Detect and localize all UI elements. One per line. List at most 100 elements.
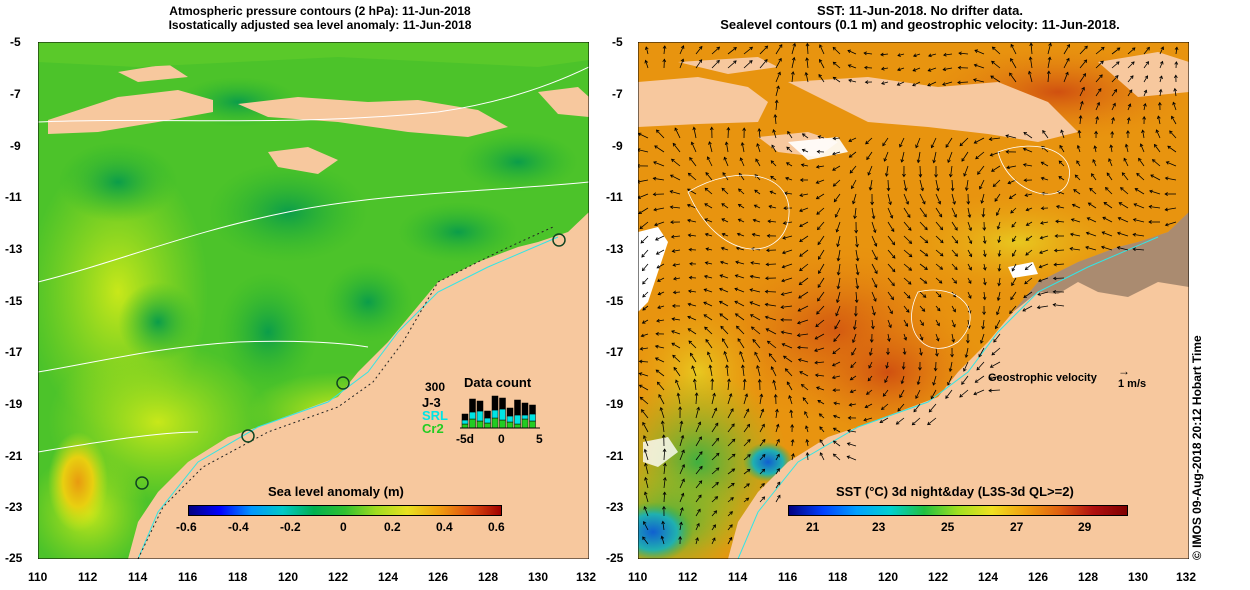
velocity-arrow: [1102, 217, 1113, 223]
velocity-arrow: [1077, 145, 1081, 153]
velocity-arrowhead: [1169, 130, 1173, 134]
velocity-arrow: [863, 417, 873, 421]
velocity-arrow: [673, 277, 681, 280]
velocity-arrow: [775, 58, 782, 69]
velocity-arrow: [775, 495, 781, 503]
velocity-arrowhead: [736, 232, 741, 237]
velocity-arrowhead: [690, 141, 695, 146]
velocity-arrowhead: [713, 407, 718, 412]
velocity-arrow: [1101, 246, 1113, 251]
velocity-arrowhead: [819, 439, 823, 443]
velocity-arrow: [802, 133, 809, 139]
velocity-arrowhead: [814, 348, 818, 352]
right-x-tick: 124: [978, 570, 999, 584]
velocity-arrowhead: [1150, 174, 1154, 178]
velocity-arrow: [992, 46, 1001, 55]
velocity-arrow: [896, 417, 905, 425]
velocity-arrow: [1134, 188, 1145, 195]
data-count-bar: [529, 420, 536, 429]
velocity-arrow: [738, 188, 745, 195]
velocity-arrow: [997, 221, 1001, 230]
velocity-arrow: [815, 374, 825, 377]
velocity-arrow: [783, 355, 793, 363]
velocity-arrow: [978, 347, 985, 357]
velocity-arrow: [721, 203, 729, 209]
velocity-arrow: [677, 393, 681, 405]
velocity-arrow: [704, 275, 713, 279]
velocity-arrowhead: [687, 218, 691, 223]
velocity-arrowhead: [657, 291, 662, 296]
velocity-arrowhead: [815, 386, 820, 390]
velocity-arrow: [679, 493, 684, 503]
velocity-arrowhead: [784, 191, 788, 196]
velocity-arrowhead: [945, 144, 949, 148]
velocity-arrowhead: [725, 364, 729, 368]
velocity-arrow: [950, 165, 953, 177]
velocity-arrowhead: [638, 210, 642, 214]
velocity-arrow: [833, 427, 841, 433]
left-y-tick: -7: [10, 87, 21, 101]
velocity-arrowhead: [1132, 247, 1136, 252]
velocity-arrow: [679, 478, 685, 489]
velocity-arrowhead: [672, 290, 677, 295]
velocity-arrowhead: [958, 51, 962, 56]
velocity-arrow: [806, 57, 809, 69]
velocity-arrow: [706, 248, 713, 251]
left-x-tick: 130: [528, 570, 549, 584]
velocity-arrow: [642, 263, 649, 271]
velocity-arrow: [727, 524, 733, 531]
velocity-arrow: [995, 319, 1001, 329]
velocity-arrow: [882, 389, 889, 397]
velocity-arrow: [1025, 263, 1033, 270]
data-count-bar: [514, 399, 521, 416]
velocity-arrow: [1070, 233, 1081, 237]
velocity-arrowhead: [1164, 222, 1169, 227]
velocity-arrow: [1056, 205, 1065, 209]
velocity-arrowhead: [761, 423, 765, 428]
velocity-arrow: [722, 172, 729, 181]
velocity-arrow: [871, 207, 875, 219]
velocity-arrowhead: [721, 232, 726, 237]
velocity-arrow: [919, 347, 922, 356]
velocity-arrowhead: [855, 285, 860, 290]
velocity-arrowhead: [885, 365, 889, 369]
velocity-arrow: [642, 422, 649, 433]
velocity-arrow: [1029, 57, 1033, 69]
velocity-arrowhead: [938, 280, 943, 284]
data-count-bar: [499, 408, 506, 421]
velocity-arrow: [754, 174, 761, 181]
velocity-arrowhead: [681, 463, 685, 468]
velocity-arrow: [711, 510, 717, 517]
data-count-bar: [484, 410, 491, 419]
velocity-arrow: [930, 389, 937, 399]
velocity-arrowhead: [873, 243, 878, 247]
velocity-arrow: [1053, 304, 1065, 307]
velocity-arrow: [974, 137, 985, 144]
velocity-arrowhead: [708, 364, 713, 369]
velocity-arrow: [966, 179, 969, 191]
velocity-arrowhead: [1036, 305, 1041, 310]
velocity-arrowhead: [657, 278, 661, 282]
velocity-arrow: [836, 291, 841, 303]
velocity-arrowhead: [954, 240, 959, 244]
left-x-tick: 122: [328, 570, 349, 584]
velocity-arrowhead: [849, 389, 854, 394]
velocity-arrow: [901, 151, 905, 163]
velocity-arrow: [833, 333, 841, 342]
velocity-arrowhead: [659, 406, 664, 411]
velocity-arrowhead: [867, 377, 872, 382]
velocity-arrowhead: [704, 232, 709, 237]
velocity-arrow: [867, 375, 873, 382]
velocity-arrow: [1106, 172, 1113, 181]
velocity-arrowhead: [773, 114, 778, 118]
velocity-arrowhead: [939, 226, 944, 231]
velocity-arrowhead: [731, 423, 735, 428]
left-y-tick: -23: [5, 500, 23, 514]
velocity-arrowhead: [643, 491, 648, 496]
velocity-arrowhead: [923, 213, 927, 218]
velocity-arrow: [887, 291, 894, 300]
velocity-arrow: [993, 333, 1001, 343]
velocity-arrowhead: [980, 200, 985, 204]
velocity-arrow: [887, 333, 890, 342]
velocity-arrowhead: [672, 354, 676, 359]
